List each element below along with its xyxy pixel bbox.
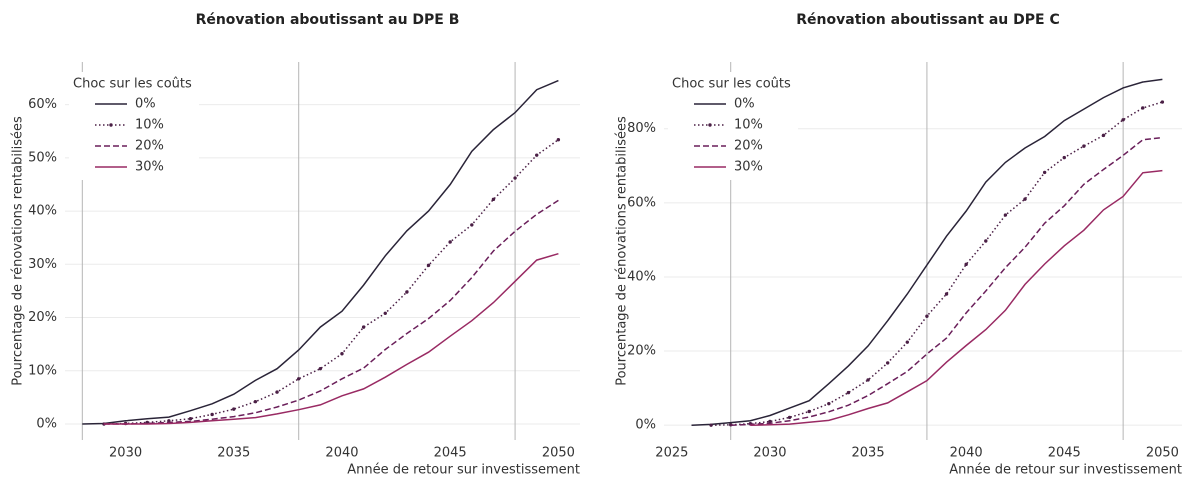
y-tick-label: 40% [28, 204, 57, 219]
y-tick-label: 80% [627, 121, 656, 136]
point-marker [925, 314, 929, 318]
series-line [711, 101, 1163, 426]
x-tick-label: 2035 [217, 446, 250, 461]
point-marker [1003, 213, 1008, 217]
series-line [730, 136, 1163, 426]
point-marker [1101, 133, 1106, 138]
x-axis-label: Année de retour sur investissement [949, 463, 1182, 477]
y-tick-label: 60% [627, 195, 656, 210]
x-tick-label: 2025 [655, 446, 688, 461]
point-marker [470, 223, 474, 227]
y-tick-label: 60% [28, 97, 57, 112]
point-marker [188, 417, 193, 421]
legend-marker [109, 123, 113, 127]
legend-label: 20% [734, 139, 763, 154]
point-marker [885, 361, 890, 365]
y-axis-label: Pourcentage de rénovations rentabilisées [11, 116, 26, 386]
point-marker [1023, 197, 1027, 201]
point-marker [787, 415, 792, 420]
legend-label: 30% [734, 160, 763, 175]
point-marker [807, 409, 811, 414]
series-line [103, 139, 559, 425]
point-marker [318, 366, 323, 371]
point-marker [383, 311, 387, 315]
y-tick-label: 40% [627, 269, 656, 284]
point-marker [232, 407, 236, 411]
point-marker [426, 263, 431, 268]
x-tick-label: 2050 [542, 446, 575, 461]
y-tick-label: 30% [28, 257, 57, 272]
y-tick-label: 10% [28, 363, 57, 378]
point-marker [984, 239, 988, 243]
point-marker [964, 262, 968, 267]
x-tick-label: 2040 [950, 446, 983, 461]
x-tick-label: 2050 [1146, 446, 1179, 461]
legend-label: 10% [734, 118, 763, 133]
x-tick-label: 2030 [109, 446, 142, 461]
point-marker [1042, 170, 1047, 175]
point-marker [340, 352, 344, 356]
legend-label: 10% [135, 118, 164, 133]
point-marker [1121, 118, 1125, 122]
y-tick-label: 0% [635, 418, 656, 433]
series-line [103, 199, 559, 425]
legend-marker [708, 123, 712, 127]
point-marker [1160, 100, 1165, 104]
x-tick-label: 2040 [325, 446, 358, 461]
series-line [82, 79, 559, 425]
chart-title: Rénovation aboutissant au DPE C [796, 12, 1059, 28]
series-line [750, 169, 1163, 426]
point-marker [866, 378, 870, 382]
y-tick-label: 20% [28, 310, 57, 325]
point-marker [210, 412, 214, 417]
legend-label: 0% [135, 97, 156, 112]
point-marker [827, 401, 831, 406]
point-marker [1141, 106, 1145, 110]
point-marker [768, 419, 772, 424]
point-marker [448, 240, 452, 244]
legend-background [69, 72, 199, 180]
y-tick-label: 0% [36, 417, 57, 432]
x-tick-label: 2035 [852, 446, 885, 461]
point-marker [846, 390, 851, 395]
point-marker [491, 197, 496, 202]
legend-title: Choc sur les coûts [672, 77, 791, 92]
legend-title: Choc sur les coûts [73, 77, 192, 92]
x-tick-label: 2045 [434, 446, 467, 461]
point-marker [405, 290, 409, 294]
point-marker [709, 423, 713, 427]
legend-background [668, 72, 798, 180]
point-marker [361, 325, 366, 329]
point-marker [253, 399, 258, 404]
point-marker [556, 138, 561, 142]
y-tick-label: 50% [28, 150, 57, 165]
point-marker [275, 390, 279, 394]
x-tick-label: 2045 [1048, 446, 1081, 461]
x-tick-label: 2030 [753, 446, 786, 461]
legend-label: 30% [135, 160, 164, 175]
legend-label: 20% [135, 139, 164, 154]
y-axis-label: Pourcentage de rénovations rentabilisées [615, 116, 630, 386]
point-marker [905, 340, 910, 344]
legend-label: 0% [734, 97, 755, 112]
point-marker [535, 153, 539, 157]
point-marker [296, 377, 301, 381]
point-marker [513, 176, 517, 180]
y-tick-label: 20% [627, 344, 656, 359]
x-axis-label: Année de retour sur investissement [347, 463, 580, 477]
chart-title: Rénovation aboutissant au DPE B [196, 12, 460, 28]
point-marker [1082, 144, 1086, 148]
point-marker [944, 292, 949, 296]
series-line [103, 252, 559, 425]
point-marker [1062, 155, 1066, 160]
series-line [691, 78, 1163, 426]
